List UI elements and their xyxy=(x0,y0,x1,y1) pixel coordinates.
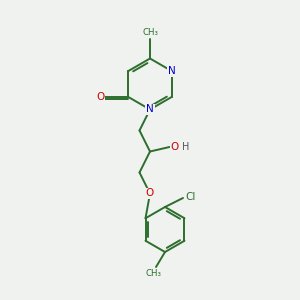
Text: CH₃: CH₃ xyxy=(142,28,159,37)
Text: O: O xyxy=(146,188,154,199)
Text: H: H xyxy=(182,142,190,152)
Text: Cl: Cl xyxy=(185,191,196,202)
Text: O: O xyxy=(96,92,104,102)
Text: CH₃: CH₃ xyxy=(145,269,161,278)
Text: N: N xyxy=(168,66,176,76)
Text: N: N xyxy=(146,104,154,115)
Text: O: O xyxy=(171,142,179,152)
